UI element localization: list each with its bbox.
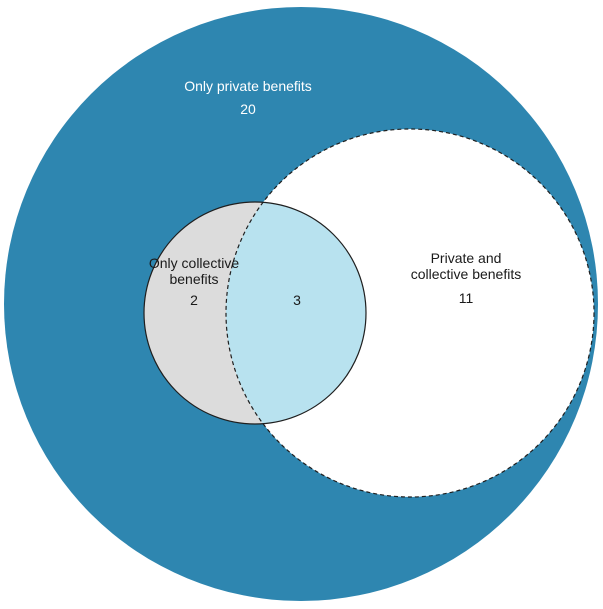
- collective-outline: [143, 201, 367, 425]
- overlap-count: 3: [293, 292, 301, 308]
- only-private-count: 20: [240, 101, 256, 117]
- private-and-collective-count: 11: [459, 290, 474, 306]
- only-private-label: Only private benefits: [184, 78, 312, 94]
- only-collective-label-line1: Only collective: [149, 255, 239, 271]
- private-and-collective-label-line2: collective benefits: [411, 266, 522, 282]
- private-and-collective-label-line1: Private and: [431, 250, 502, 266]
- only-collective-count: 2: [190, 292, 198, 308]
- only-collective-label-line2: benefits: [169, 271, 218, 287]
- private-and-collective-outline: [225, 128, 595, 498]
